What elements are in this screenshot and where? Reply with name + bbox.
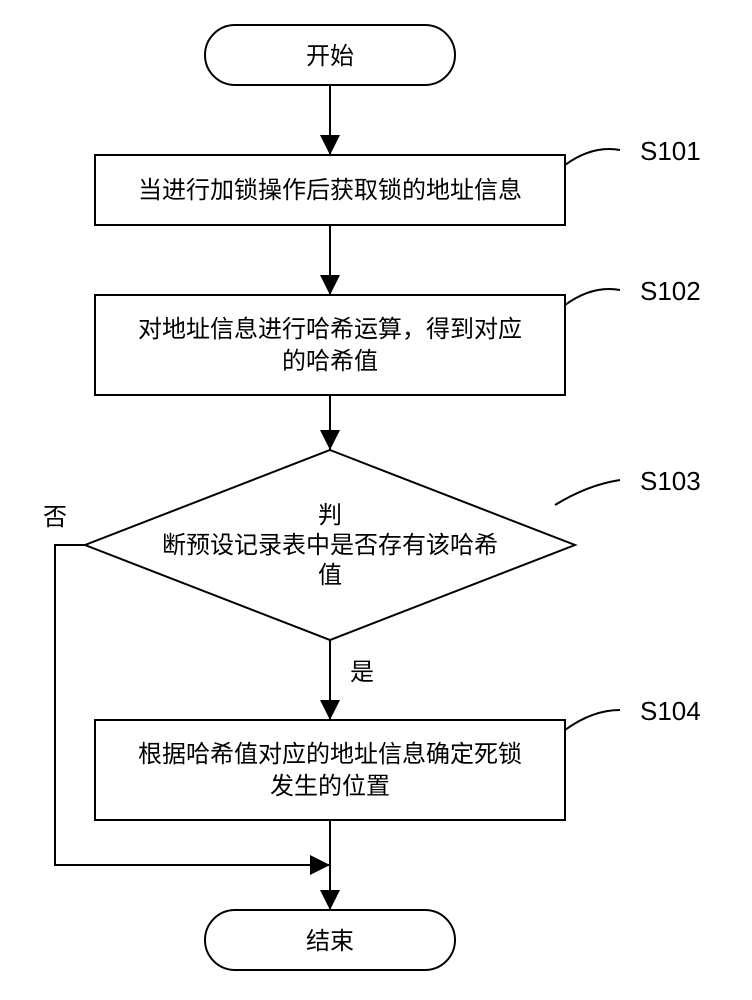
label-s104: S104 xyxy=(640,696,701,726)
branch-no: 否 xyxy=(43,504,67,531)
process-s102-text: 的哈希值 xyxy=(282,348,378,375)
label-leader xyxy=(565,710,620,730)
label-s101: S101 xyxy=(640,136,701,166)
process-s102-text: 对地址信息进行哈希运算，得到对应 xyxy=(138,316,522,343)
process-s104-text: 根据哈希值对应的地址信息确定死锁 xyxy=(138,741,522,768)
decision-s103-text: 断预设记录表中是否存有该哈希 xyxy=(162,532,498,559)
label-s102: S102 xyxy=(640,276,701,306)
label-leader xyxy=(555,480,620,505)
decision-s103-text: 判 xyxy=(318,502,342,529)
process-s102 xyxy=(95,295,565,395)
process-s104-text: 发生的位置 xyxy=(270,773,390,800)
label-leader xyxy=(565,149,620,165)
label-s103: S103 xyxy=(640,466,701,496)
terminator-end-text: 结束 xyxy=(306,928,354,955)
terminator-start-text: 开始 xyxy=(306,43,354,70)
decision-s103-text: 值 xyxy=(318,562,342,589)
branch-yes: 是 xyxy=(350,659,374,686)
process-s101-text: 当进行加锁操作后获取锁的地址信息 xyxy=(138,177,522,204)
label-leader xyxy=(565,289,620,305)
process-s104 xyxy=(95,720,565,820)
